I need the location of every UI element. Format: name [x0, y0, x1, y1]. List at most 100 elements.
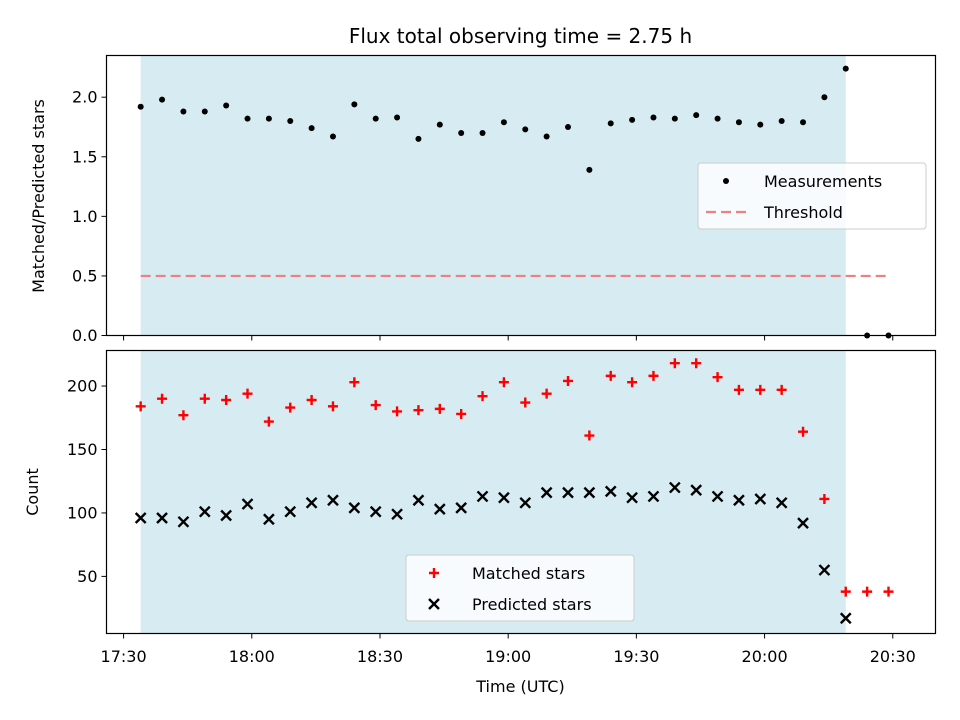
data-point [565, 123, 572, 130]
data-point [241, 498, 254, 510]
top-y-tick-label: 1.5 [72, 147, 97, 166]
data-point [287, 118, 294, 125]
bottom-y-axis-label: Count [23, 468, 42, 516]
bottom-panel: 50 100 150 200 17:30 18:00 18:30 19:00 19:30 20:… [23, 349, 937, 696]
data-point [221, 394, 232, 405]
top-y-tick-label: 2.0 [72, 88, 97, 107]
data-point [436, 121, 443, 128]
data-point [434, 403, 445, 414]
data-point [285, 402, 296, 413]
data-point [415, 135, 422, 142]
data-point [177, 515, 190, 528]
data-point [668, 481, 681, 494]
chart-title: Flux total observing time = 2.75 h [349, 24, 692, 48]
data-point [351, 101, 358, 108]
data-point [242, 388, 253, 399]
x-tick-label: 17:30 [101, 647, 147, 666]
legend-box [405, 554, 635, 622]
top-y-axis-label: Matched/Predicted stars [29, 99, 48, 293]
data-point [455, 502, 468, 514]
data-point [520, 397, 531, 408]
data-point [327, 494, 339, 507]
top-y-tick-label: 1.0 [72, 207, 97, 226]
x-tick-label: 19:00 [485, 647, 531, 666]
data-point [329, 133, 336, 140]
data-point [711, 490, 724, 503]
data-point [798, 426, 809, 437]
top-y-tick-label: 0.0 [72, 326, 97, 345]
data-point [693, 112, 700, 119]
data-point [392, 406, 403, 417]
data-point [500, 119, 507, 126]
data-point [180, 108, 187, 115]
data-point [629, 116, 636, 123]
data-point [733, 494, 745, 507]
data-point [308, 125, 315, 132]
legend-label: Matched stars [472, 564, 585, 583]
data-point [648, 370, 659, 381]
data-point [199, 393, 210, 404]
data-point [883, 586, 894, 597]
x-tick-label: 20:00 [742, 647, 788, 666]
data-point [733, 384, 744, 395]
data-point [540, 486, 553, 499]
data-point [265, 115, 272, 122]
series-measurements [137, 65, 892, 339]
data-point [479, 129, 486, 136]
legend-label: Measurements [764, 172, 882, 191]
data-point [541, 388, 552, 399]
legend-marker [723, 178, 729, 184]
data-point [220, 509, 232, 522]
top-y-tick-label: 0.5 [72, 266, 97, 285]
data-point [671, 115, 678, 122]
data-point [605, 370, 616, 381]
data-point [391, 508, 403, 521]
data-point [263, 416, 274, 427]
data-point [306, 394, 317, 405]
data-point [691, 358, 702, 369]
data-point [712, 372, 723, 383]
data-point [135, 401, 146, 412]
data-point [757, 121, 764, 128]
data-point [327, 401, 338, 412]
data-point [650, 114, 657, 121]
bottom-plot-frame [105, 349, 937, 635]
data-point [735, 119, 742, 126]
data-point [583, 486, 596, 499]
data-point [840, 586, 851, 597]
data-point [349, 377, 360, 388]
data-point [607, 120, 614, 127]
data-point [775, 496, 788, 509]
data-point [839, 612, 852, 625]
data-point [797, 517, 809, 529]
x-tick-label: 20:30 [870, 647, 916, 666]
data-point [669, 358, 680, 369]
data-point [413, 405, 424, 416]
legend-marker [428, 598, 440, 610]
x-axis-label: Time (UTC) [475, 677, 564, 696]
data-point [626, 491, 638, 504]
series-matched-stars [135, 358, 894, 597]
data-point [134, 512, 147, 524]
bottom-y-tick-label: 100 [67, 503, 98, 522]
data-point [372, 115, 379, 122]
data-point [818, 564, 831, 576]
bottom-y-tick-label: 150 [67, 440, 98, 459]
legend-label: Threshold [763, 203, 843, 222]
data-point [754, 493, 767, 505]
data-point [562, 486, 574, 499]
data-point [776, 384, 787, 395]
data-point [477, 391, 488, 402]
data-point [522, 126, 529, 133]
x-tick-label: 19:30 [613, 647, 659, 666]
data-point [157, 393, 168, 404]
legend-marker [429, 568, 439, 578]
data-point [284, 505, 297, 518]
data-point [476, 490, 489, 503]
series-predicted-stars [134, 481, 852, 625]
data-point [159, 96, 166, 103]
bottom-y-tick-label: 200 [67, 377, 98, 396]
data-point [604, 485, 617, 498]
data-point [714, 115, 721, 122]
